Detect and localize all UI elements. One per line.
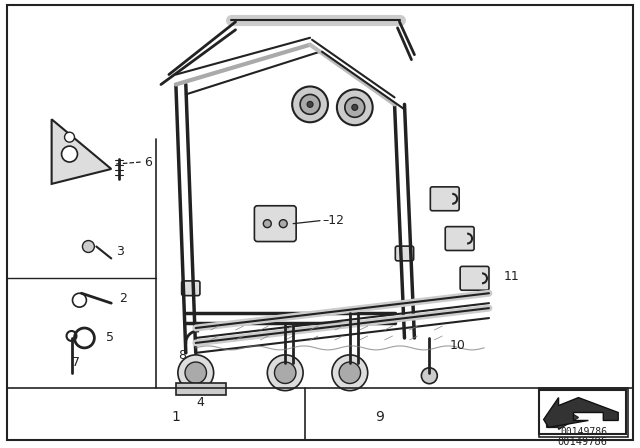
Text: 2: 2 bbox=[119, 292, 127, 305]
Text: 00149786: 00149786 bbox=[557, 437, 607, 448]
Bar bbox=[176, 383, 225, 395]
Circle shape bbox=[185, 362, 207, 383]
Circle shape bbox=[65, 132, 74, 142]
Polygon shape bbox=[52, 119, 111, 184]
FancyBboxPatch shape bbox=[182, 281, 200, 296]
Circle shape bbox=[352, 104, 358, 110]
FancyBboxPatch shape bbox=[254, 206, 296, 241]
Text: 5: 5 bbox=[106, 332, 115, 345]
Circle shape bbox=[421, 368, 437, 383]
Circle shape bbox=[279, 220, 287, 228]
Bar bbox=[539, 388, 628, 437]
Text: 3: 3 bbox=[116, 245, 124, 258]
Text: 4: 4 bbox=[196, 396, 205, 409]
Circle shape bbox=[275, 362, 296, 383]
FancyBboxPatch shape bbox=[445, 227, 474, 250]
Circle shape bbox=[263, 220, 271, 228]
Circle shape bbox=[332, 355, 368, 391]
Text: 1: 1 bbox=[172, 410, 180, 424]
Circle shape bbox=[339, 362, 360, 383]
Circle shape bbox=[178, 355, 214, 391]
Text: 11: 11 bbox=[504, 270, 520, 283]
Circle shape bbox=[345, 97, 365, 117]
Circle shape bbox=[61, 146, 77, 162]
Circle shape bbox=[337, 90, 372, 125]
FancyBboxPatch shape bbox=[430, 187, 459, 211]
Circle shape bbox=[292, 86, 328, 122]
Polygon shape bbox=[547, 405, 579, 429]
Circle shape bbox=[307, 101, 313, 108]
Circle shape bbox=[83, 241, 94, 253]
Text: 6: 6 bbox=[144, 155, 152, 168]
Polygon shape bbox=[543, 397, 618, 427]
Text: 10: 10 bbox=[449, 340, 465, 353]
FancyBboxPatch shape bbox=[460, 267, 489, 290]
Text: 9: 9 bbox=[375, 410, 384, 424]
Text: 7: 7 bbox=[72, 356, 81, 369]
Bar bbox=[539, 390, 626, 435]
Circle shape bbox=[268, 355, 303, 391]
Text: 8: 8 bbox=[178, 349, 186, 362]
Text: 00149786: 00149786 bbox=[560, 427, 607, 437]
Text: –12: –12 bbox=[322, 214, 344, 227]
Circle shape bbox=[300, 95, 320, 114]
FancyBboxPatch shape bbox=[396, 246, 413, 261]
